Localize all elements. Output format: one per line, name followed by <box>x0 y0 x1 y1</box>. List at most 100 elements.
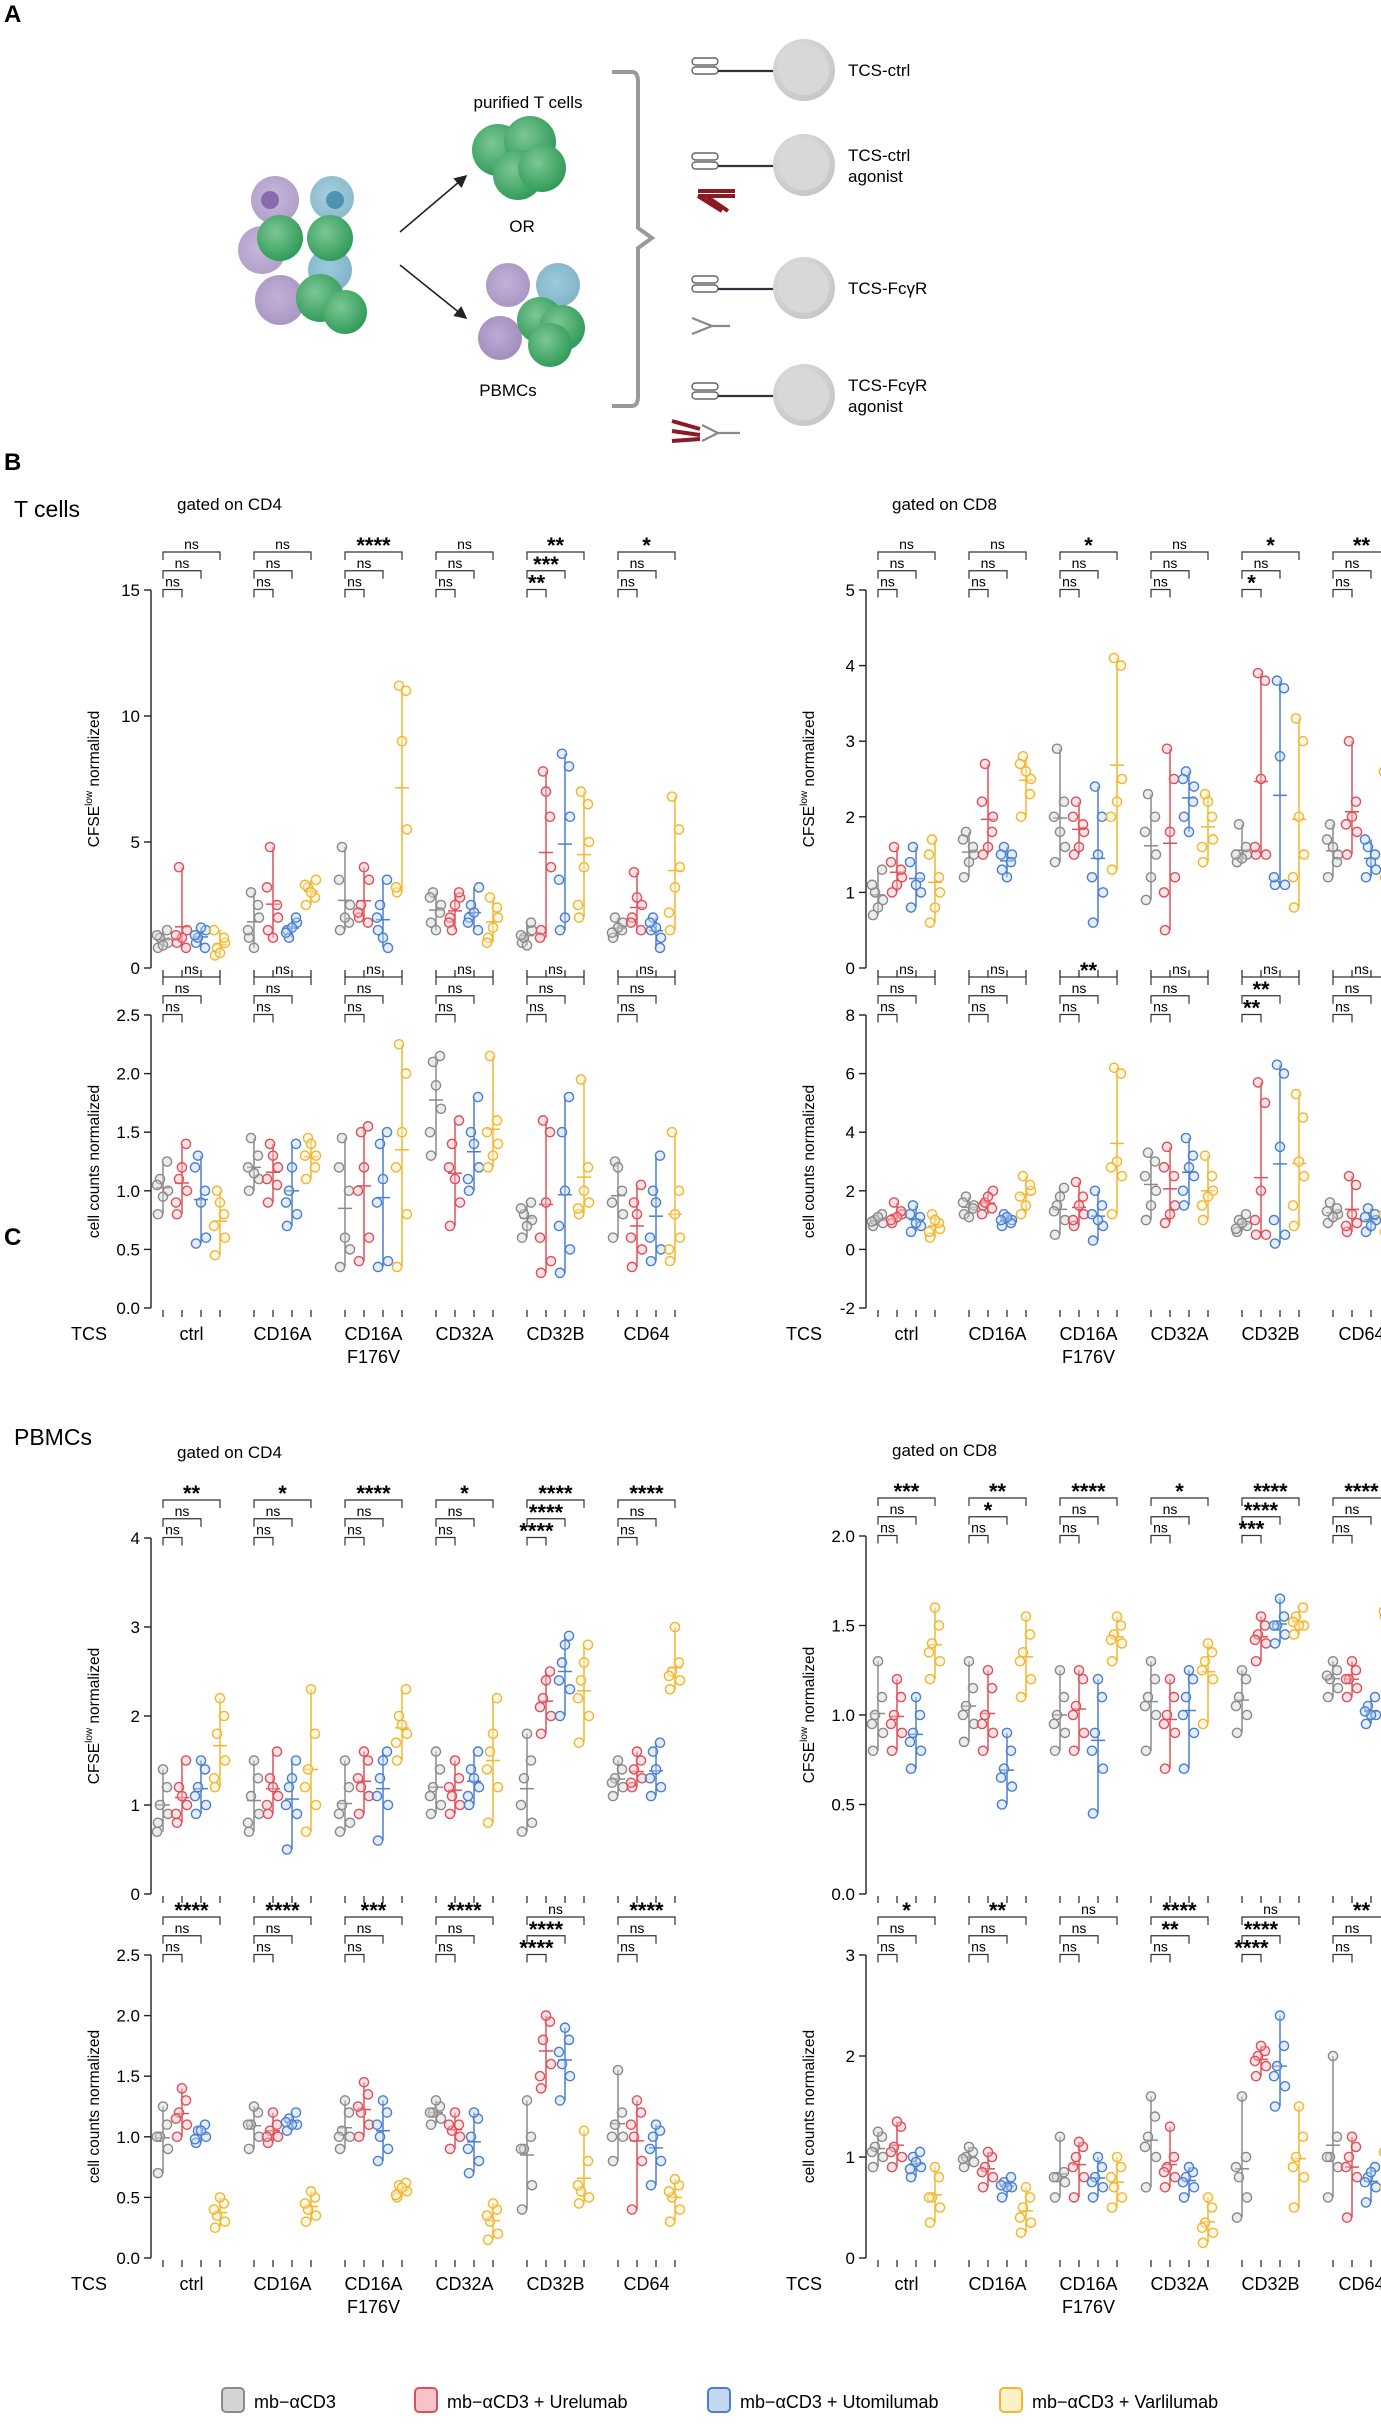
data-point <box>553 1675 565 1686</box>
chart-tcells-cd4-counts: 0.0 0.5 1.0 1.5 2.0 2.5 cell counts normalized… <box>71 961 686 1367</box>
data-point <box>914 2146 926 2158</box>
data-point <box>645 924 657 936</box>
significance-label: ns <box>256 1522 271 1538</box>
significance-bracket <box>435 1499 494 1508</box>
data-point <box>355 2107 367 2118</box>
data-point <box>272 912 284 923</box>
data-point <box>1096 811 1108 823</box>
significance-label: ns <box>539 980 554 996</box>
data-point <box>1360 1718 1372 1730</box>
data-point <box>1164 1673 1176 1685</box>
data-point <box>290 2107 302 2118</box>
data-point <box>612 2064 624 2076</box>
data-point <box>540 2010 552 2021</box>
significance-label: **** <box>1234 1936 1269 1961</box>
significance-bracket <box>526 1916 585 1925</box>
data-point <box>905 902 917 913</box>
data-point <box>572 1203 584 1214</box>
significance-bracket <box>526 588 547 598</box>
data-point <box>1096 1691 1108 1703</box>
data-point <box>401 1728 413 1740</box>
panel-label-b: B <box>4 449 21 476</box>
data-point <box>958 871 970 883</box>
data-point <box>161 1781 173 1793</box>
significance-label: ns <box>1163 1501 1178 1517</box>
data-point <box>1092 1673 1104 1685</box>
data-point <box>895 864 907 876</box>
data-point <box>1250 2070 1262 2082</box>
data-point <box>374 1773 386 1784</box>
data-point <box>435 899 447 911</box>
data-point <box>915 1745 927 1757</box>
data-point <box>1097 1763 1109 1774</box>
significance-bracket <box>1059 1497 1118 1506</box>
data-point <box>607 1232 619 1243</box>
significance-bracket <box>1059 1916 1118 1925</box>
significance-bracket <box>162 551 221 560</box>
data-point <box>1142 1147 1154 1159</box>
data-point <box>1207 834 1219 845</box>
data-point <box>647 2131 659 2143</box>
data-point <box>1255 1611 1267 1622</box>
data-point <box>515 2143 527 2155</box>
data-point <box>1145 871 1157 883</box>
data-point <box>242 1817 254 1829</box>
data-point <box>393 1039 405 1050</box>
significance-label: ns <box>529 999 544 1015</box>
data-point <box>362 917 374 928</box>
significance-bracket <box>162 1536 183 1546</box>
section-title-t-cells: T cells <box>14 496 80 522</box>
data-point <box>162 2143 174 2155</box>
data-point <box>929 1602 941 1613</box>
data-point <box>1070 1176 1082 1188</box>
significance-bracket <box>344 1916 403 1925</box>
data-point <box>1048 811 1060 823</box>
group-cd64: ns ns ns <box>1321 961 1381 1317</box>
data-point <box>170 1197 182 1208</box>
data-point <box>877 2151 889 2163</box>
data-point <box>1287 1200 1299 1211</box>
y-tick-label: 1.0 <box>116 2128 140 2147</box>
data-point <box>393 680 405 692</box>
group-cd16a: ns ns ns <box>242 536 322 977</box>
data-point <box>644 1232 656 1243</box>
data-point <box>1288 2202 1300 2213</box>
data-point <box>866 1216 878 1227</box>
data-point <box>666 2192 678 2203</box>
significance-bracket <box>162 1953 183 1963</box>
data-point <box>1360 871 1372 883</box>
significance-label: ns <box>347 999 362 1015</box>
significance-label: ns <box>165 999 180 1015</box>
data-point <box>1279 1229 1291 1241</box>
data-point <box>1233 1691 1245 1703</box>
data-point <box>453 2119 465 2130</box>
data-point <box>352 1773 364 1784</box>
significance-label: ns <box>357 980 372 996</box>
significance-label: ** <box>183 1481 201 1506</box>
significance-label: ns <box>630 980 645 996</box>
data-point <box>1024 2192 1036 2203</box>
significance-label: ns <box>275 961 290 977</box>
significance-bracket <box>1059 551 1118 560</box>
data-point <box>176 2083 188 2094</box>
data-point <box>926 2192 938 2203</box>
significance-bracket <box>1150 1013 1171 1023</box>
data-point <box>1199 1656 1211 1667</box>
data-point <box>425 2119 437 2130</box>
data-point <box>554 2095 566 2106</box>
data-point <box>669 1621 681 1633</box>
data-point <box>305 887 317 898</box>
data-point <box>1020 1611 1032 1622</box>
data-point <box>491 1692 503 1704</box>
data-point <box>673 1657 685 1668</box>
data-point <box>647 1746 659 1757</box>
data-point <box>1116 1638 1128 1649</box>
data-point <box>262 924 274 936</box>
y-axis-label: cell counts normalized <box>86 2030 103 2183</box>
data-point <box>1059 1214 1071 1226</box>
data-point <box>654 1150 666 1161</box>
